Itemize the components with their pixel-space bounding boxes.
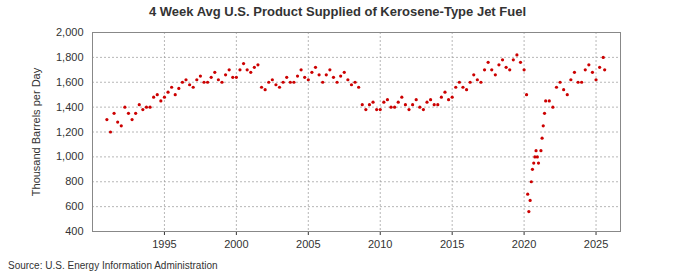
html-text:Source: U.S. Energy Informatio: Source: U.S. Energy Information Administ… xyxy=(8,260,218,271)
svg-text:2000: 2000 xyxy=(224,238,248,250)
svg-text:800: 800 xyxy=(65,175,83,187)
svg-text:600: 600 xyxy=(65,200,83,212)
svg-text:2020: 2020 xyxy=(512,238,536,250)
svg-text:2025: 2025 xyxy=(584,238,608,250)
svg-text:2,000: 2,000 xyxy=(56,26,84,38)
svg-text:2015: 2015 xyxy=(440,238,464,250)
svg-text:2005: 2005 xyxy=(296,238,320,250)
svg-text:1,200: 1,200 xyxy=(56,126,84,138)
svg-text:Thousand Barrels per Day: Thousand Barrels per Day xyxy=(30,67,42,196)
html-text:4 Week Avg U.S. Product Suppli: 4 Week Avg U.S. Product Supplied of Kero… xyxy=(149,4,526,19)
svg-text:1995: 1995 xyxy=(152,238,176,250)
svg-text:400: 400 xyxy=(65,225,83,237)
svg-text:2010: 2010 xyxy=(368,238,392,250)
svg-text:1,400: 1,400 xyxy=(56,101,84,113)
svg-text:1,600: 1,600 xyxy=(56,76,84,88)
svg-text:1,000: 1,000 xyxy=(56,150,84,162)
svg-text:1,800: 1,800 xyxy=(56,51,84,63)
